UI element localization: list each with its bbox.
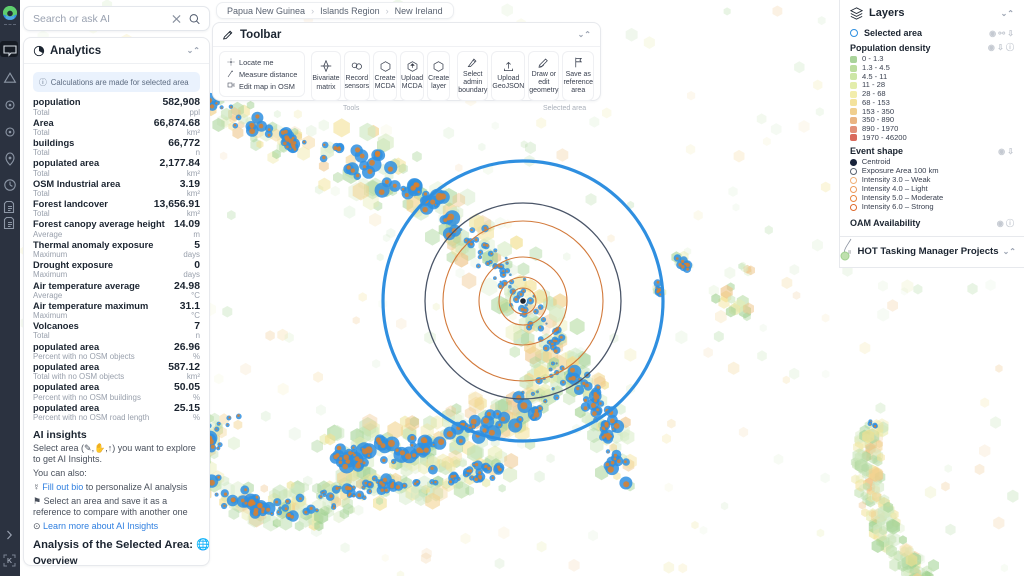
svg-text:K: K bbox=[7, 558, 12, 565]
